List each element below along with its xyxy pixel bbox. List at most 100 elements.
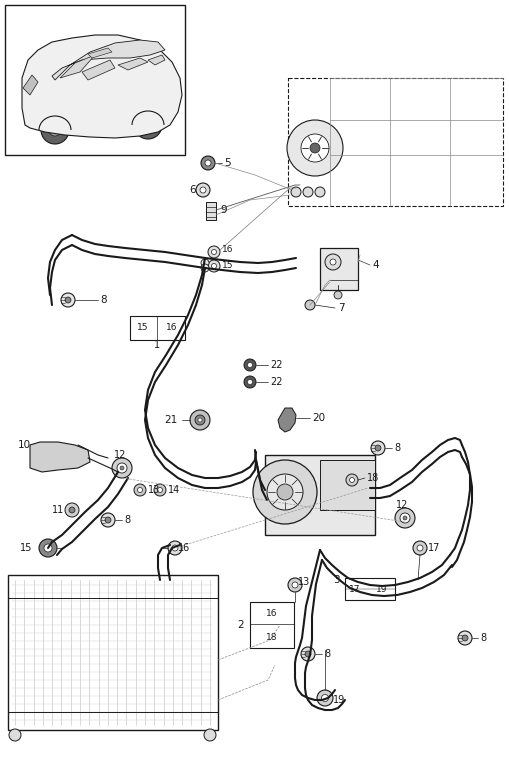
Circle shape — [49, 124, 61, 136]
Text: 17: 17 — [427, 543, 439, 553]
Circle shape — [195, 183, 210, 197]
Circle shape — [315, 187, 324, 197]
Circle shape — [167, 541, 182, 555]
Bar — [319, 460, 374, 510]
Circle shape — [370, 441, 384, 455]
Circle shape — [324, 465, 334, 475]
Circle shape — [302, 187, 313, 197]
Text: 16: 16 — [221, 246, 233, 254]
Circle shape — [120, 466, 124, 470]
Text: 1: 1 — [154, 340, 160, 350]
Text: 15: 15 — [221, 261, 233, 270]
Polygon shape — [88, 48, 112, 58]
Circle shape — [197, 418, 202, 422]
Text: 5: 5 — [223, 158, 230, 168]
Circle shape — [201, 259, 209, 267]
Text: 7: 7 — [337, 303, 344, 313]
Text: 19: 19 — [332, 695, 345, 705]
Circle shape — [243, 376, 256, 388]
Polygon shape — [22, 35, 182, 138]
Text: 8: 8 — [124, 515, 130, 525]
Text: 9: 9 — [219, 205, 226, 215]
Circle shape — [65, 297, 71, 303]
Text: 2: 2 — [237, 620, 243, 630]
Circle shape — [201, 156, 215, 170]
Circle shape — [292, 582, 297, 588]
Circle shape — [317, 690, 332, 706]
Circle shape — [205, 160, 211, 166]
Circle shape — [117, 463, 127, 473]
Text: 8: 8 — [100, 295, 106, 305]
Text: 8: 8 — [479, 633, 485, 643]
Circle shape — [300, 134, 328, 162]
Circle shape — [252, 460, 317, 524]
Circle shape — [412, 541, 426, 555]
Text: 16: 16 — [166, 323, 178, 333]
Circle shape — [304, 300, 315, 310]
Circle shape — [247, 379, 252, 385]
Circle shape — [399, 513, 409, 523]
Circle shape — [105, 517, 111, 523]
Circle shape — [402, 516, 406, 520]
Circle shape — [287, 120, 343, 176]
Text: 16: 16 — [266, 608, 277, 617]
Circle shape — [329, 259, 335, 265]
Circle shape — [142, 119, 154, 131]
Circle shape — [276, 484, 293, 500]
Circle shape — [349, 478, 354, 482]
Circle shape — [69, 507, 75, 513]
Circle shape — [157, 488, 162, 492]
Circle shape — [374, 445, 380, 451]
Circle shape — [304, 651, 310, 657]
Text: 8: 8 — [393, 443, 400, 453]
Circle shape — [208, 260, 219, 272]
Circle shape — [137, 488, 142, 492]
Bar — [265, 455, 374, 535]
Text: 19: 19 — [376, 584, 387, 594]
Polygon shape — [118, 58, 148, 70]
Circle shape — [134, 484, 146, 496]
Circle shape — [324, 254, 341, 270]
Text: 20: 20 — [312, 413, 325, 423]
Circle shape — [39, 539, 57, 557]
Text: 17: 17 — [349, 584, 360, 594]
Text: 15: 15 — [137, 323, 149, 333]
Circle shape — [345, 474, 357, 486]
Circle shape — [457, 631, 471, 645]
Circle shape — [364, 475, 374, 485]
Circle shape — [200, 187, 206, 193]
Polygon shape — [52, 40, 165, 80]
Circle shape — [416, 545, 422, 551]
Text: 13: 13 — [148, 485, 160, 495]
Text: 6: 6 — [189, 185, 195, 195]
Text: 18: 18 — [366, 473, 379, 483]
Circle shape — [211, 263, 216, 269]
Circle shape — [190, 410, 210, 430]
Text: 14: 14 — [167, 485, 180, 495]
Circle shape — [211, 250, 216, 254]
Bar — [8, 575, 217, 730]
Polygon shape — [148, 55, 165, 65]
Circle shape — [333, 291, 342, 299]
Text: 21: 21 — [164, 415, 178, 425]
Circle shape — [112, 458, 132, 478]
Circle shape — [291, 187, 300, 197]
Bar — [5, 5, 185, 155]
Circle shape — [204, 729, 216, 741]
Text: 16: 16 — [178, 543, 190, 553]
Text: 22: 22 — [269, 360, 282, 370]
Circle shape — [41, 116, 69, 144]
Circle shape — [101, 513, 115, 527]
Polygon shape — [23, 75, 38, 95]
Circle shape — [194, 415, 205, 425]
Circle shape — [61, 293, 75, 307]
Text: 10: 10 — [18, 440, 31, 450]
Text: 4: 4 — [371, 260, 378, 270]
Circle shape — [154, 484, 165, 496]
Polygon shape — [30, 442, 90, 472]
Bar — [206, 202, 216, 220]
Circle shape — [134, 111, 162, 139]
Circle shape — [321, 694, 328, 701]
Text: 11: 11 — [51, 505, 64, 515]
Circle shape — [394, 508, 414, 528]
